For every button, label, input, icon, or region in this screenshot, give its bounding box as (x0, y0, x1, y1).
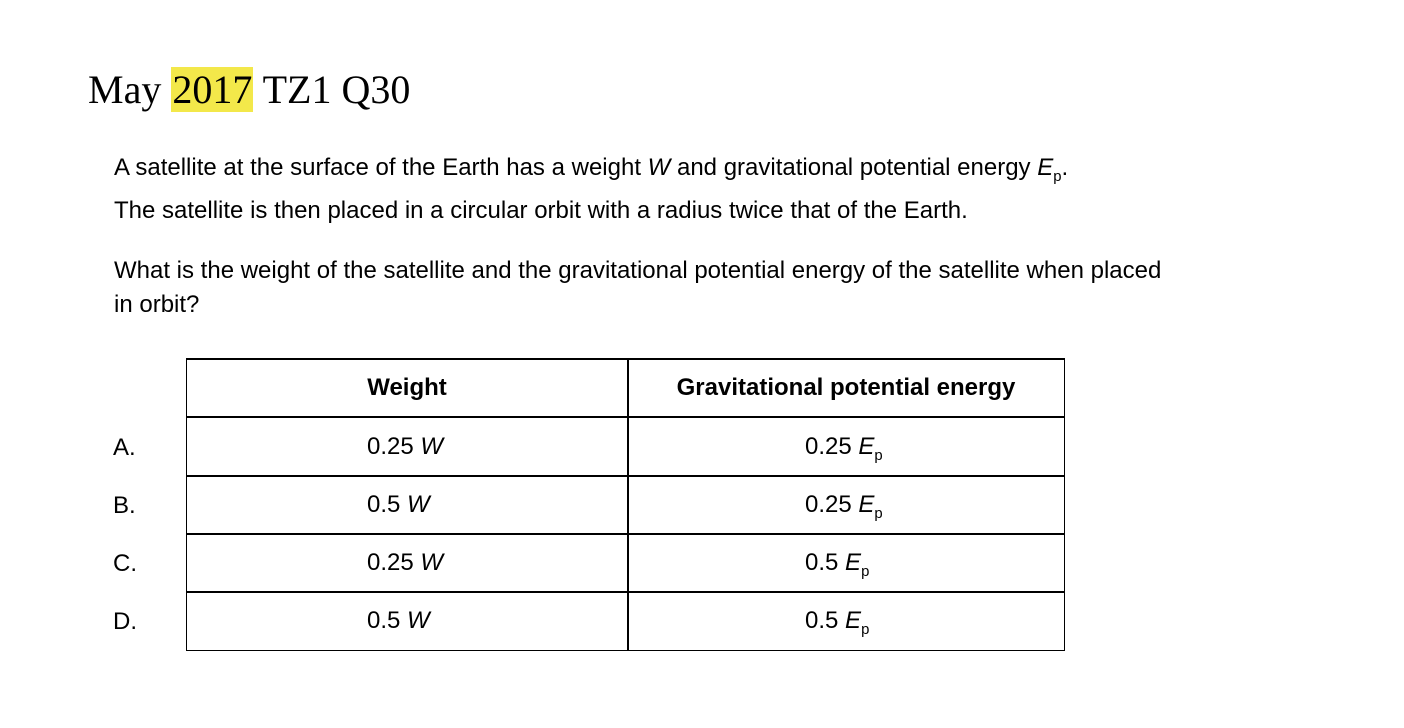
option-label-b: B. (113, 492, 136, 519)
cell-gpe-b: 0.25 Ep (805, 491, 883, 522)
question-heading: May 2017 TZ1 Q30 (88, 64, 410, 116)
table-row-divider (187, 475, 1064, 477)
heading-session: May (88, 67, 172, 112)
option-label-a: A. (113, 434, 136, 461)
table-top-border (186, 358, 1065, 360)
question-line-1: A satellite at the surface of the Earth … (114, 154, 1069, 185)
question-line-3: What is the weight of the satellite and … (114, 257, 1162, 284)
table-column-divider (627, 358, 629, 650)
header-gpe: Gravitational potential energy (676, 374, 1016, 401)
answer-table: Weight Gravitational potential energy 0.… (186, 358, 1065, 651)
question-line-4: in orbit? (114, 291, 200, 318)
question-line-2: The satellite is then placed in a circul… (114, 196, 968, 224)
cell-weight-a: 0.25 W (367, 433, 444, 460)
cell-gpe-a: 0.25 Ep (805, 433, 883, 464)
option-label-c: C. (113, 550, 137, 577)
cell-weight-b: 0.5 W (367, 491, 430, 518)
table-row-divider (187, 591, 1064, 593)
cell-gpe-d: 0.5 Ep (805, 607, 870, 638)
heading-paper-question: TZ1 Q30 (253, 67, 411, 112)
heading-year-highlight: 2017 (171, 67, 254, 112)
header-weight: Weight (367, 374, 447, 401)
table-row-divider (187, 416, 1064, 418)
question-stem: A satellite at the surface of the Earth … (114, 151, 1068, 228)
cell-weight-c: 0.25 W (367, 549, 444, 576)
option-label-d: D. (113, 608, 137, 635)
question-prompt: What is the weight of the satellite and … (114, 254, 1161, 322)
cell-gpe-c: 0.5 Ep (805, 549, 870, 580)
cell-weight-d: 0.5 W (367, 607, 430, 634)
table-row-divider (187, 533, 1064, 535)
